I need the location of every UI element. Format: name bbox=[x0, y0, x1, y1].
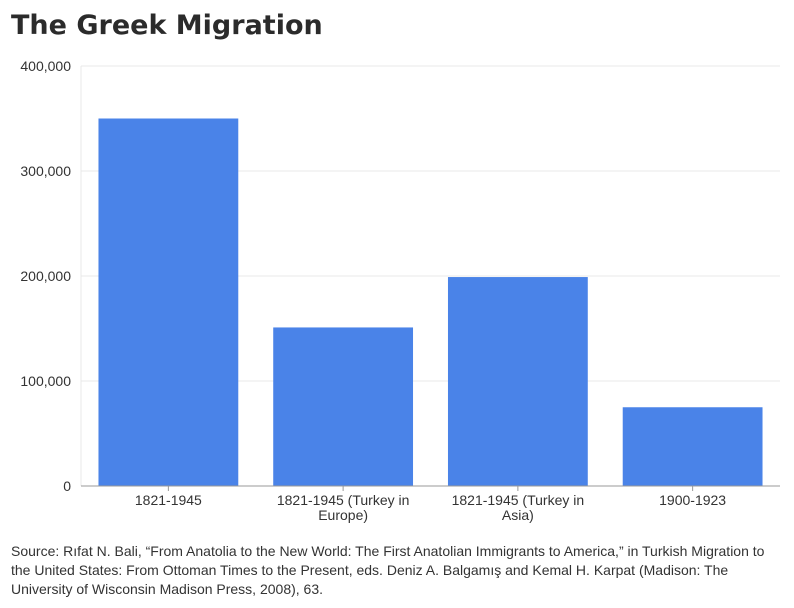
bar bbox=[447, 277, 588, 486]
x-tick-label: 1821-1945 (Turkey in Europe) bbox=[277, 492, 410, 523]
y-tick-label: 300,000 bbox=[20, 163, 71, 179]
chart-title: The Greek Migration bbox=[11, 10, 323, 41]
bar bbox=[622, 407, 763, 486]
y-tick-label: 100,000 bbox=[20, 373, 71, 389]
bar-chart: 0 100,000 200,000 300,000 400,000 1821-1945 18… bbox=[20, 58, 780, 523]
x-tick-label: 1900-1923 bbox=[659, 492, 726, 508]
x-tick-label: 1821-1945 bbox=[135, 492, 202, 508]
bar bbox=[98, 118, 239, 486]
y-tick-label: 0 bbox=[63, 478, 71, 494]
x-tick-label: 1821-1945 (Turkey in Asia) bbox=[452, 492, 585, 523]
y-tick-label: 400,000 bbox=[20, 58, 71, 74]
y-tick-label: 200,000 bbox=[20, 268, 71, 284]
source-note: Source: Rıfat N. Bali, “From Anatolia to… bbox=[11, 543, 765, 597]
bar bbox=[273, 327, 414, 486]
